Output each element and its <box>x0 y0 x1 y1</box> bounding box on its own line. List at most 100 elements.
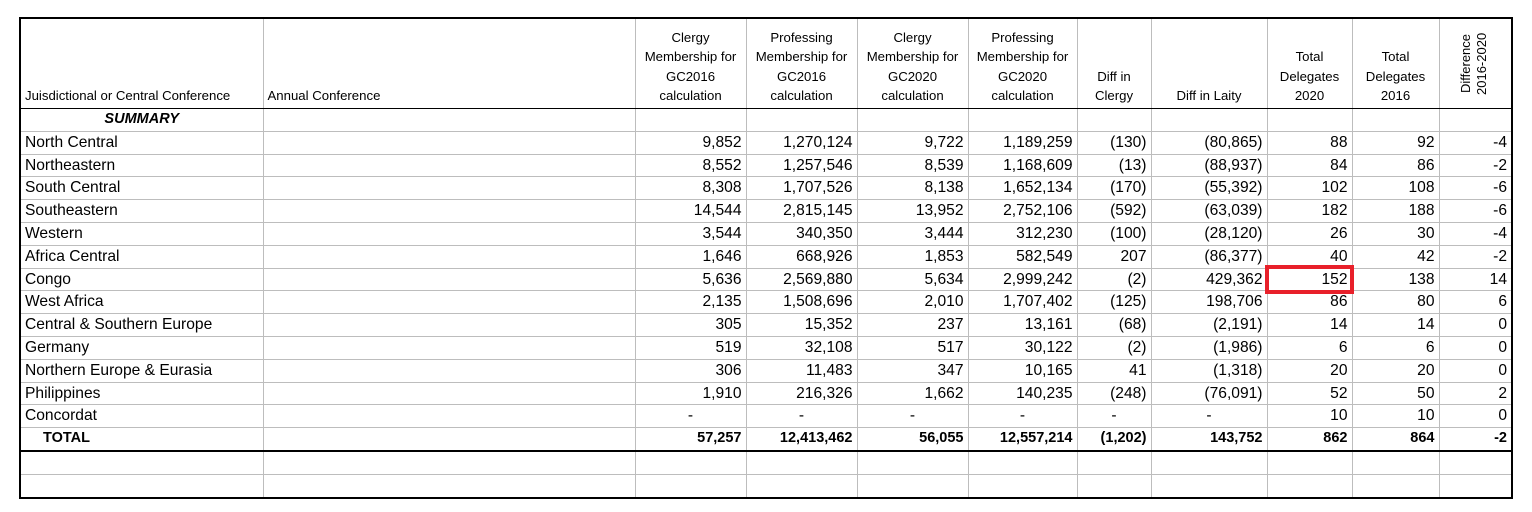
table-row: Concordat - - - - - -10 10 0 <box>19 404 1513 429</box>
conference-name: Congo <box>19 267 264 292</box>
cell-dl: 198,706 <box>1150 290 1268 315</box>
cell-dc: (130) <box>1076 130 1152 155</box>
header-diff-clergy: Diff in Clergy <box>1076 17 1152 109</box>
conference-name: Southeastern <box>19 199 264 223</box>
header-clergy-2020: Clergy Membership for GC2020 calculation <box>856 17 969 109</box>
cell-c20: 5,634 <box>856 267 969 292</box>
cell-dc: (1,202) <box>1076 427 1152 452</box>
conference-name: Western <box>19 221 264 246</box>
cell-t16: 86 <box>1351 153 1440 178</box>
cell-t20: 862 <box>1266 427 1353 452</box>
cell-dl: (55,392) <box>1150 176 1268 201</box>
cell-diff: -6 <box>1438 176 1513 201</box>
cell-p16: 668,926 <box>745 244 858 269</box>
cell-dc: 41 <box>1076 358 1152 383</box>
cell-p20: 12,557,214 <box>967 427 1078 452</box>
cell-t20: 52 <box>1266 381 1353 406</box>
cell-dc: (170) <box>1076 176 1152 201</box>
annual-conference-cell <box>262 313 636 337</box>
cell-p20: 2,752,106 <box>967 199 1078 223</box>
cell-p16: 2,815,145 <box>745 199 858 223</box>
cell-diff: 14 <box>1438 267 1513 292</box>
cell-dl: (86,377) <box>1150 244 1268 269</box>
annual-conference-cell <box>262 381 636 406</box>
header-jurisdiction: Juisdictional or Central Conference <box>19 17 264 109</box>
cell-t16: 92 <box>1351 130 1440 155</box>
annual-conference-cell <box>262 244 636 269</box>
cell-p20: 2,999,242 <box>967 267 1078 292</box>
table-row: Germany 519 32,108 517 30,122 (2) (1,986) 6 6 0 <box>19 335 1513 360</box>
cell-p20: 582,549 <box>967 244 1078 269</box>
cell-c20: 517 <box>856 335 969 360</box>
cell-c20: 1,662 <box>856 381 969 406</box>
cell-dl: 143,752 <box>1150 427 1268 452</box>
cell-dl: (80,865) <box>1150 130 1268 155</box>
header-professing-2016: Professing Membership for GC2016 calcula… <box>745 17 858 109</box>
cell-t16: 6 <box>1351 335 1440 360</box>
cell-c16: 5,636 <box>634 267 747 292</box>
header-delegates-2020: Total Delegates 2020 <box>1266 17 1353 109</box>
annual-conference-cell <box>262 427 636 452</box>
annual-conference-cell <box>262 130 636 155</box>
cell-t20: 20 <box>1266 358 1353 383</box>
cell-diff: 2 <box>1438 381 1513 406</box>
summary-row: SUMMARY <box>19 108 1513 132</box>
cell-t20: 6 <box>1266 335 1353 360</box>
cell-c16: 8,552 <box>634 153 747 178</box>
header-annual-conference: Annual Conference <box>262 17 636 109</box>
annual-conference-cell <box>262 358 636 383</box>
cell-t20: 86 <box>1266 290 1353 315</box>
conference-name: Africa Central <box>19 244 264 269</box>
table-row: South Central 8,308 1,707,526 8,138 1,652,13… <box>19 176 1513 201</box>
cell-c16: 1,646 <box>634 244 747 269</box>
cell-t16: 138 <box>1351 267 1440 292</box>
blank-row <box>19 473 1513 499</box>
cell-p20: 13,161 <box>967 313 1078 337</box>
conference-name: TOTAL <box>19 427 264 452</box>
cell-p20: 1,652,134 <box>967 176 1078 201</box>
cell-p20: - <box>967 404 1078 429</box>
cell-dl: (2,191) <box>1150 313 1268 337</box>
cell-t20: 152 <box>1266 267 1353 292</box>
cell-c20: 56,055 <box>856 427 969 452</box>
cell-p16: 11,483 <box>745 358 858 383</box>
cell-p16: 1,257,546 <box>745 153 858 178</box>
header-difference: Difference 2016-2020 <box>1438 17 1513 109</box>
cell-t16: 20 <box>1351 358 1440 383</box>
cell-dc: (13) <box>1076 153 1152 178</box>
cell-dl: (1,318) <box>1150 358 1268 383</box>
table-row: Central & Southern Europe 305 15,352 237 13,… <box>19 313 1513 337</box>
cell-t16: 30 <box>1351 221 1440 246</box>
cell-dc: (592) <box>1076 199 1152 223</box>
cell-dl: (63,039) <box>1150 199 1268 223</box>
cell-diff: -2 <box>1438 427 1513 452</box>
cell-dc: (68) <box>1076 313 1152 337</box>
cell-p16: 216,326 <box>745 381 858 406</box>
conference-name: Concordat <box>19 404 264 429</box>
cell-diff: 0 <box>1438 404 1513 429</box>
cell-diff: -4 <box>1438 130 1513 155</box>
table-row: Philippines 1,910 216,326 1,662 140,235 (248)… <box>19 381 1513 406</box>
table-row: Western 3,544 340,350 3,444 312,230 (100) (28,… <box>19 221 1513 246</box>
cell-c16: 9,852 <box>634 130 747 155</box>
blank-row <box>19 450 1513 475</box>
cell-c20: 347 <box>856 358 969 383</box>
spreadsheet: Juisdictional or Central Conference Annu… <box>19 17 1513 499</box>
annual-conference-cell <box>262 335 636 360</box>
cell-dl: (88,937) <box>1150 153 1268 178</box>
cell-diff: -4 <box>1438 221 1513 246</box>
cell-c20: 9,722 <box>856 130 969 155</box>
cell-diff: 0 <box>1438 335 1513 360</box>
cell-p16: 1,508,696 <box>745 290 858 315</box>
cell-diff: -6 <box>1438 199 1513 223</box>
conference-name: Northeastern <box>19 153 264 178</box>
cell-c16: - <box>634 404 747 429</box>
cell-p16: 15,352 <box>745 313 858 337</box>
cell-c16: 14,544 <box>634 199 747 223</box>
table-row: North Central 9,852 1,270,124 9,722 1,189,25… <box>19 130 1513 155</box>
cell-t16: 42 <box>1351 244 1440 269</box>
cell-dc: (100) <box>1076 221 1152 246</box>
cell-c20: 2,010 <box>856 290 969 315</box>
cell-c20: - <box>856 404 969 429</box>
cell-c16: 1,910 <box>634 381 747 406</box>
